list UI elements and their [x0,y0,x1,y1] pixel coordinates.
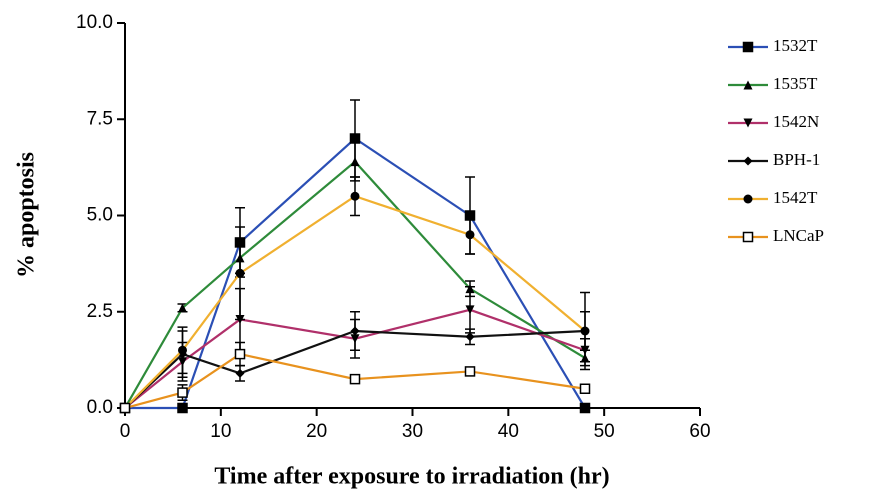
legend-label: BPH-1 [773,150,820,169]
marker [742,231,754,243]
marker [350,157,360,167]
x-axis-label: Time after exposure to irradiation (hr) [214,464,609,490]
marker [178,345,187,355]
marker [235,368,245,378]
y-tick-label: 0.0 [87,397,113,418]
marker [350,326,360,336]
y-tick-label: 7.5 [87,108,113,129]
marker [743,156,753,166]
series-line [124,352,586,410]
marker [465,230,475,240]
x-tick-label: 20 [306,421,327,442]
marker [177,402,188,414]
series-line [124,160,586,409]
marker [234,348,246,360]
legend-label: 1532T [773,36,818,55]
marker [465,332,475,342]
x-tick-label: 50 [594,421,615,442]
marker [580,326,590,336]
y-tick-label: 10.0 [76,12,113,33]
x-tick-label: 10 [210,421,231,442]
x-tick-label: 0 [120,421,131,442]
x-tick-label: 60 [689,421,710,442]
series-line [124,308,586,409]
marker [743,194,753,204]
series-line [125,137,586,410]
y-axis-label: % apoptosis [14,152,40,278]
x-tick-label: 30 [402,421,423,442]
marker [235,268,245,278]
marker [465,305,475,315]
marker [178,303,187,313]
y-tick-label: 5.0 [87,205,113,226]
marker [743,118,753,128]
series-line [124,329,586,409]
x-tick-label: 40 [498,421,519,442]
marker [464,366,476,377]
marker [579,383,591,394]
marker [350,191,360,201]
legend-label: 1535T [773,74,818,93]
marker [349,373,361,385]
legend-label: LNCaP [773,226,824,245]
marker [119,402,131,414]
marker [743,80,753,90]
series-line [124,195,586,409]
legend-label: 1542N [773,112,819,131]
marker [579,402,591,414]
y-tick-label: 2.5 [87,301,113,322]
marker [177,387,188,398]
legend-label: 1542T [773,188,818,207]
marker [742,41,754,53]
